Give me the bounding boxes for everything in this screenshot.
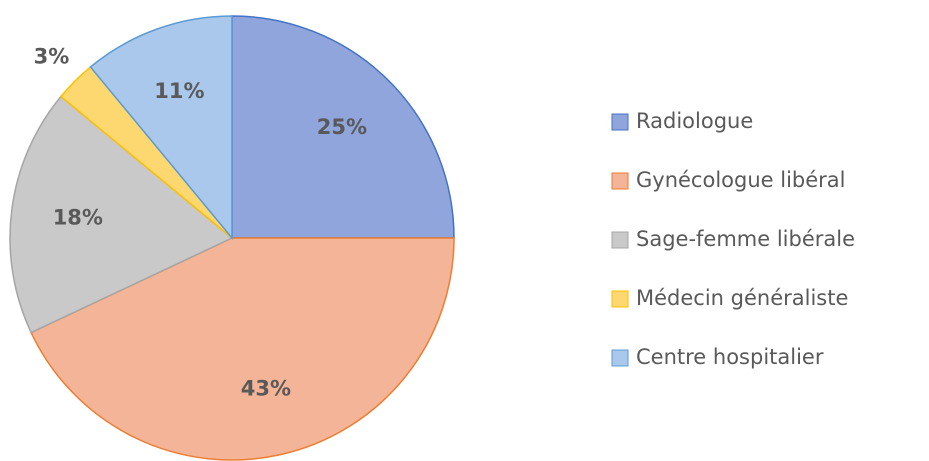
legend-swatch: [611, 290, 629, 308]
legend-label: Gynécologue libéral: [636, 168, 846, 192]
pie-slice: [30, 237, 455, 461]
legend-swatch: [611, 349, 629, 367]
data-label: 3%: [34, 44, 70, 68]
pie-slice: [89, 15, 233, 241]
legend-swatch: [611, 113, 629, 131]
data-label: 43%: [241, 377, 291, 401]
legend-label: Centre hospitalier: [636, 345, 824, 369]
legend-swatch: [611, 231, 629, 249]
legend-label: Médecin généraliste: [636, 286, 848, 310]
pie-slice: [9, 95, 234, 334]
legend-swatch: [611, 172, 629, 190]
pie-slice: [231, 15, 455, 239]
legend-label: Radiologue: [636, 109, 753, 133]
data-label: 18%: [53, 206, 103, 230]
legend-label: Sage-femme libérale: [636, 227, 855, 251]
data-label: 25%: [317, 115, 367, 139]
data-label: 11%: [154, 79, 204, 103]
